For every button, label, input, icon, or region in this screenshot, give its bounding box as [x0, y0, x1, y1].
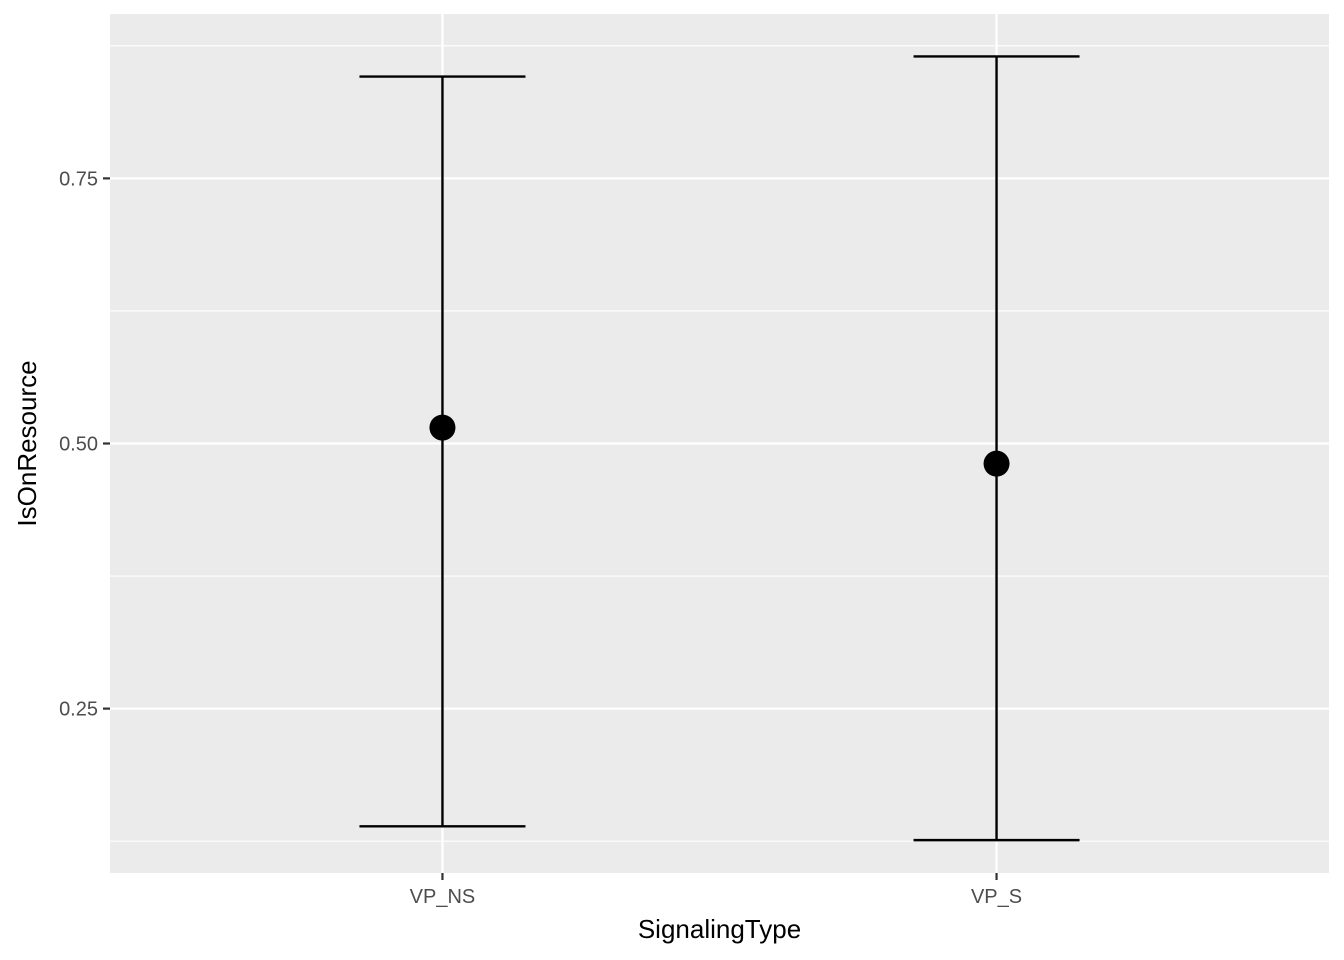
y-tick-label: 0.25	[59, 699, 98, 721]
y-tick-label: 0.50	[59, 434, 98, 456]
y-axis: 0.25 0.50 0.75	[59, 168, 110, 721]
grid-minor	[110, 45, 1329, 842]
mean-point	[429, 414, 456, 441]
x-axis: VP_NS VP_S	[410, 873, 1022, 908]
y-axis-title: IsOnResource	[12, 360, 42, 526]
x-tick-label: VP_S	[971, 886, 1022, 908]
x-tick-label: VP_NS	[410, 886, 476, 908]
mean-point	[983, 450, 1010, 477]
x-axis-title: SignalingType	[638, 914, 801, 944]
y-tick-label: 0.75	[59, 168, 98, 190]
marks	[359, 55, 1080, 842]
